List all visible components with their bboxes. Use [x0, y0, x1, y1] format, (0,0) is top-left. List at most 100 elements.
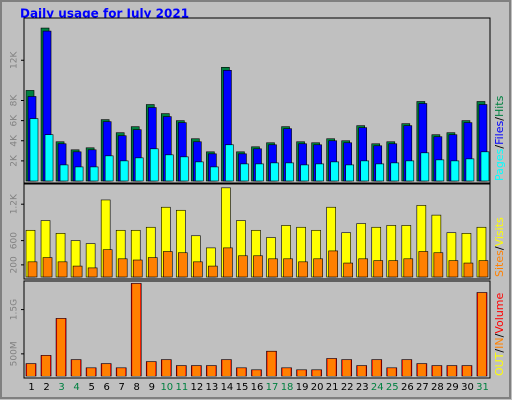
legend-item: OUT [493, 352, 506, 376]
legend-item: Volume [493, 292, 506, 333]
bar [240, 163, 249, 182]
bar [375, 163, 385, 182]
bar [357, 366, 366, 376]
x-tick-label: 27 [416, 382, 429, 393]
bar [312, 370, 321, 376]
bar [282, 368, 291, 376]
legend-separator: / [493, 333, 506, 337]
bar [388, 260, 399, 278]
bar [372, 360, 381, 376]
legend: OUT/IN/Volume [493, 292, 506, 376]
bar [27, 261, 38, 278]
x-tick-label: 20 [311, 382, 324, 393]
bar [300, 164, 309, 182]
bar [119, 160, 129, 182]
bar [420, 152, 430, 182]
bar [72, 265, 83, 278]
x-tick-label: 2 [43, 382, 49, 393]
chart-title: Daily usage for July 2021 [20, 7, 189, 21]
bar [447, 366, 456, 376]
bar [210, 166, 219, 182]
bar [72, 360, 81, 376]
bar [44, 134, 54, 182]
bar [405, 160, 415, 182]
bar [390, 162, 400, 182]
bar [327, 358, 336, 376]
bar [402, 360, 411, 376]
bar [74, 166, 84, 182]
bar [477, 292, 486, 376]
legend-item: Pages [493, 148, 506, 181]
x-tick-label: 24 [371, 382, 384, 393]
x-tick-label: 28 [431, 382, 444, 393]
bar [328, 250, 338, 278]
bar [222, 360, 231, 376]
bar [27, 364, 35, 376]
x-tick-label: 7 [119, 382, 125, 393]
bar [149, 148, 159, 182]
y-tick-label: 1.2K [10, 193, 20, 214]
bar [147, 362, 156, 376]
bar [102, 249, 113, 278]
bar [345, 164, 354, 182]
bar [208, 265, 218, 278]
bar [313, 258, 323, 278]
bar [450, 160, 460, 182]
x-tick-label: 4 [73, 382, 79, 393]
bar [147, 257, 158, 278]
bar [253, 255, 263, 278]
bar [89, 166, 99, 182]
bar [177, 366, 186, 376]
y-tick-label: 600 [10, 232, 20, 249]
x-tick-label: 9 [149, 382, 155, 393]
legend-separator: / [493, 145, 506, 149]
x-tick-label: 17 [266, 382, 279, 393]
bar [42, 257, 53, 278]
x-tick-label: 30 [461, 382, 474, 393]
bar [29, 118, 39, 182]
y-tick-label: 200 [10, 256, 20, 273]
bar [297, 370, 306, 376]
x-tick-label: 23 [356, 382, 369, 393]
bar [164, 154, 174, 182]
y-tick-label: 2K [10, 154, 20, 167]
y-tick-label: 6K [10, 114, 20, 127]
bar [448, 260, 459, 278]
x-tick-label: 5 [88, 382, 94, 393]
bar [57, 261, 68, 278]
bar [207, 366, 216, 376]
y-tick-label: 4K [10, 134, 20, 147]
x-tick-label: 13 [206, 382, 219, 393]
legend: Sites/Visits [493, 217, 506, 277]
bar [117, 258, 128, 278]
legend: Pages/Files/Hits [493, 95, 506, 181]
bar [360, 160, 370, 182]
x-tick-label: 11 [175, 382, 188, 393]
y-tick-label: 500M [10, 341, 20, 366]
x-tick-label: 12 [191, 382, 204, 393]
x-tick-label: 1 [28, 382, 34, 393]
legend-item: Visits [493, 217, 506, 246]
x-tick-label: 16 [251, 382, 264, 393]
bar [134, 157, 144, 182]
bar [478, 260, 489, 278]
bar [252, 370, 261, 376]
bar [178, 252, 188, 278]
bar [417, 364, 426, 376]
bar [418, 251, 429, 278]
x-tick-label: 22 [341, 382, 354, 393]
y-tick-label: 12K [10, 50, 20, 68]
bar [358, 258, 369, 278]
legend-separator: / [493, 349, 506, 353]
bar [255, 163, 264, 182]
bar [403, 258, 414, 278]
bar [117, 368, 126, 376]
bar [57, 318, 66, 376]
y-tick-label: 1.5G [10, 299, 20, 320]
bar [342, 360, 351, 376]
bar [433, 252, 444, 278]
bar [268, 258, 278, 278]
bar [283, 258, 293, 278]
